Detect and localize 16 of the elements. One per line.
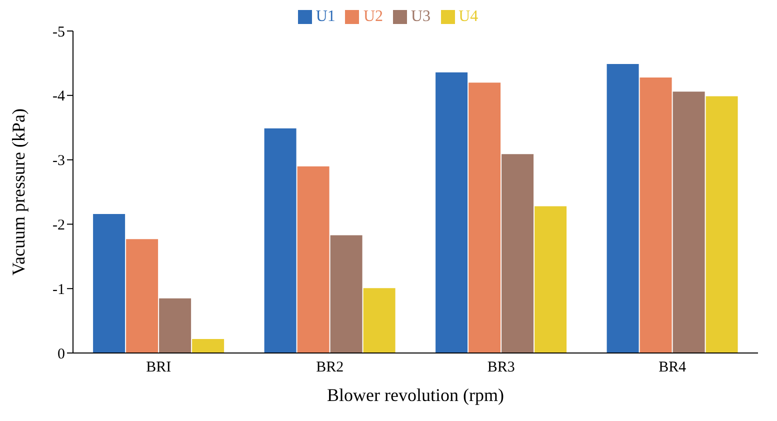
y-axis-title: Vacuum pressure (kPa) [8,108,28,276]
x-tick-label: BR2 [316,360,344,376]
x-tick-label: BR4 [658,360,687,376]
y-tick-label: -2 [52,218,65,234]
y-tick-label: -1 [52,282,65,298]
legend-label: U2 [363,8,383,25]
legend-label: U1 [316,8,336,25]
y-tick-label: -4 [52,88,66,105]
y-tick-label: -5 [52,24,65,40]
legend-label: U4 [458,8,478,25]
y-tick-label: -3 [52,153,65,170]
legend-label: U3 [411,8,431,25]
x-tick-label: BRI [146,360,172,376]
y-tick-label: 0 [58,346,65,362]
x-tick-label: BR3 [487,360,515,376]
x-axis-title: Blower revolution (rpm) [327,384,504,405]
